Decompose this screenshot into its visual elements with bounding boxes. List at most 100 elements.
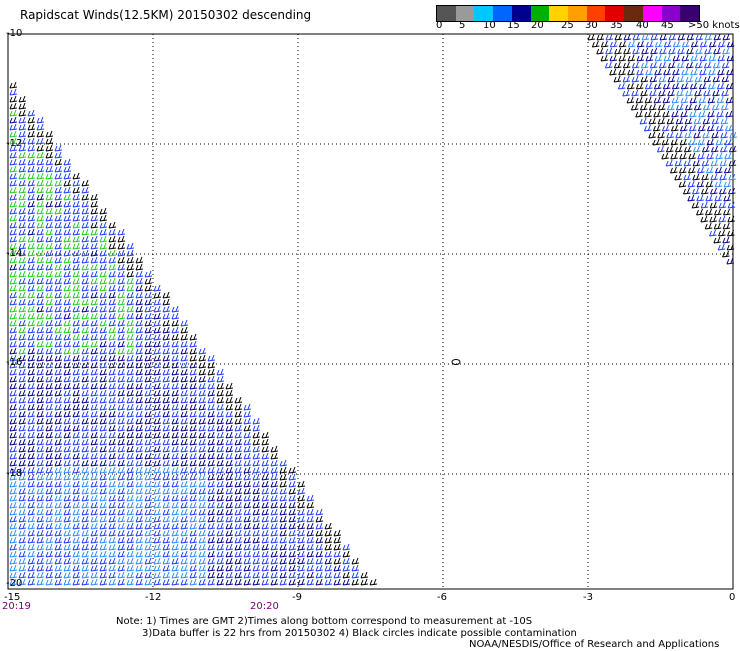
- wind-barb: [126, 403, 135, 411]
- wind-barb: [72, 319, 81, 327]
- wind-barb: [180, 557, 189, 565]
- wind-barb: [189, 571, 198, 579]
- wind-barb: [27, 235, 36, 243]
- wind-barb: [315, 543, 324, 551]
- colorbar-label: 15: [507, 20, 520, 31]
- wind-barb: [27, 410, 36, 418]
- wind-barb: [99, 473, 108, 481]
- wind-barb: [198, 536, 207, 544]
- wind-barb: [189, 403, 198, 411]
- wind-barb: [297, 529, 306, 537]
- wind-barb: [663, 54, 672, 62]
- wind-barb: [9, 235, 18, 243]
- wind-barb: [45, 375, 54, 383]
- wind-barb: [234, 473, 243, 481]
- wind-barb: [180, 354, 189, 362]
- wind-barb: [279, 487, 288, 495]
- wind-barb: [144, 312, 153, 320]
- colorbar-label: 35: [610, 20, 623, 31]
- wind-barb: [18, 473, 27, 481]
- wind-barb: [27, 151, 36, 159]
- wind-barb: [622, 89, 630, 97]
- wind-barb: [662, 82, 671, 90]
- wind-barb: [162, 389, 171, 397]
- wind-barb: [18, 207, 27, 215]
- wind-barb: [306, 564, 315, 572]
- wind-barb: [189, 382, 198, 390]
- wind-barb: [54, 452, 63, 460]
- wind-barb: [36, 214, 45, 222]
- wind-barb: [117, 522, 126, 530]
- wind-barb: [306, 508, 315, 516]
- wind-barb: [63, 473, 72, 481]
- wind-barb: [306, 536, 315, 544]
- wind-barb: [27, 431, 36, 439]
- wind-barb: [207, 424, 216, 432]
- wind-barb: [72, 312, 81, 320]
- wind-barb: [162, 445, 171, 453]
- wind-barb: [180, 438, 189, 446]
- wind-barb: [90, 214, 99, 222]
- wind-barb: [108, 410, 117, 418]
- wind-barb: [279, 522, 288, 530]
- wind-barb: [687, 194, 695, 202]
- wind-barb: [9, 564, 18, 572]
- wind-barb: [18, 130, 27, 138]
- wind-barb: [679, 152, 687, 160]
- wind-barb: [717, 68, 725, 76]
- wind-barb: [9, 109, 18, 117]
- wind-barb: [135, 284, 144, 292]
- wind-barb: [697, 124, 706, 132]
- colorbar-label: 20: [531, 20, 544, 31]
- wind-barb: [54, 200, 63, 208]
- wind-barb: [18, 501, 27, 509]
- wind-barb: [171, 410, 180, 418]
- wind-barb: [36, 151, 45, 159]
- wind-barb: [315, 522, 324, 530]
- wind-barb: [261, 487, 270, 495]
- wind-barb: [99, 459, 108, 467]
- wind-barb: [36, 438, 45, 446]
- wind-barb: [45, 291, 54, 299]
- wind-barb: [54, 312, 63, 320]
- wind-barb: [36, 312, 45, 320]
- wind-barb: [108, 438, 117, 446]
- wind-barb: [261, 431, 270, 439]
- wind-barb: [90, 445, 99, 453]
- wind-barb: [261, 571, 270, 579]
- wind-barb: [639, 117, 648, 125]
- wind-barb: [90, 193, 99, 201]
- wind-barb: [18, 431, 27, 439]
- wind-barb: [9, 389, 18, 397]
- wind-barb: [711, 131, 719, 139]
- wind-barb: [135, 536, 144, 544]
- wind-barb: [709, 215, 717, 223]
- colorbar-labels: 0 5 10 15 20 25 30 35 40 45 >50 knots: [430, 20, 740, 34]
- wind-barb: [675, 131, 683, 139]
- wind-barb: [81, 319, 90, 327]
- wind-barb: [54, 284, 63, 292]
- wind-barb: [18, 403, 27, 411]
- wind-barb: [63, 361, 72, 369]
- colorbar-label: 25: [561, 20, 574, 31]
- wind-barb: [72, 473, 81, 481]
- wind-barb: [198, 508, 207, 516]
- wind-barb: [696, 208, 704, 216]
- wind-barb: [81, 354, 90, 362]
- wind-barb: [171, 368, 180, 376]
- wind-barb: [333, 543, 342, 551]
- wind-barb: [90, 571, 99, 579]
- wind-barb: [668, 33, 677, 41]
- wind-barb: [675, 103, 684, 111]
- wind-barb: [636, 68, 644, 76]
- wind-barb: [9, 249, 18, 257]
- wind-barb: [225, 536, 234, 544]
- wind-barb: [45, 340, 54, 348]
- wind-barb: [9, 326, 18, 334]
- wind-barb: [171, 522, 180, 530]
- wind-barb: [81, 200, 90, 208]
- wind-barb: [144, 417, 153, 425]
- wind-barb: [207, 529, 216, 537]
- wind-barb: [45, 312, 54, 320]
- wind-barb: [700, 215, 708, 223]
